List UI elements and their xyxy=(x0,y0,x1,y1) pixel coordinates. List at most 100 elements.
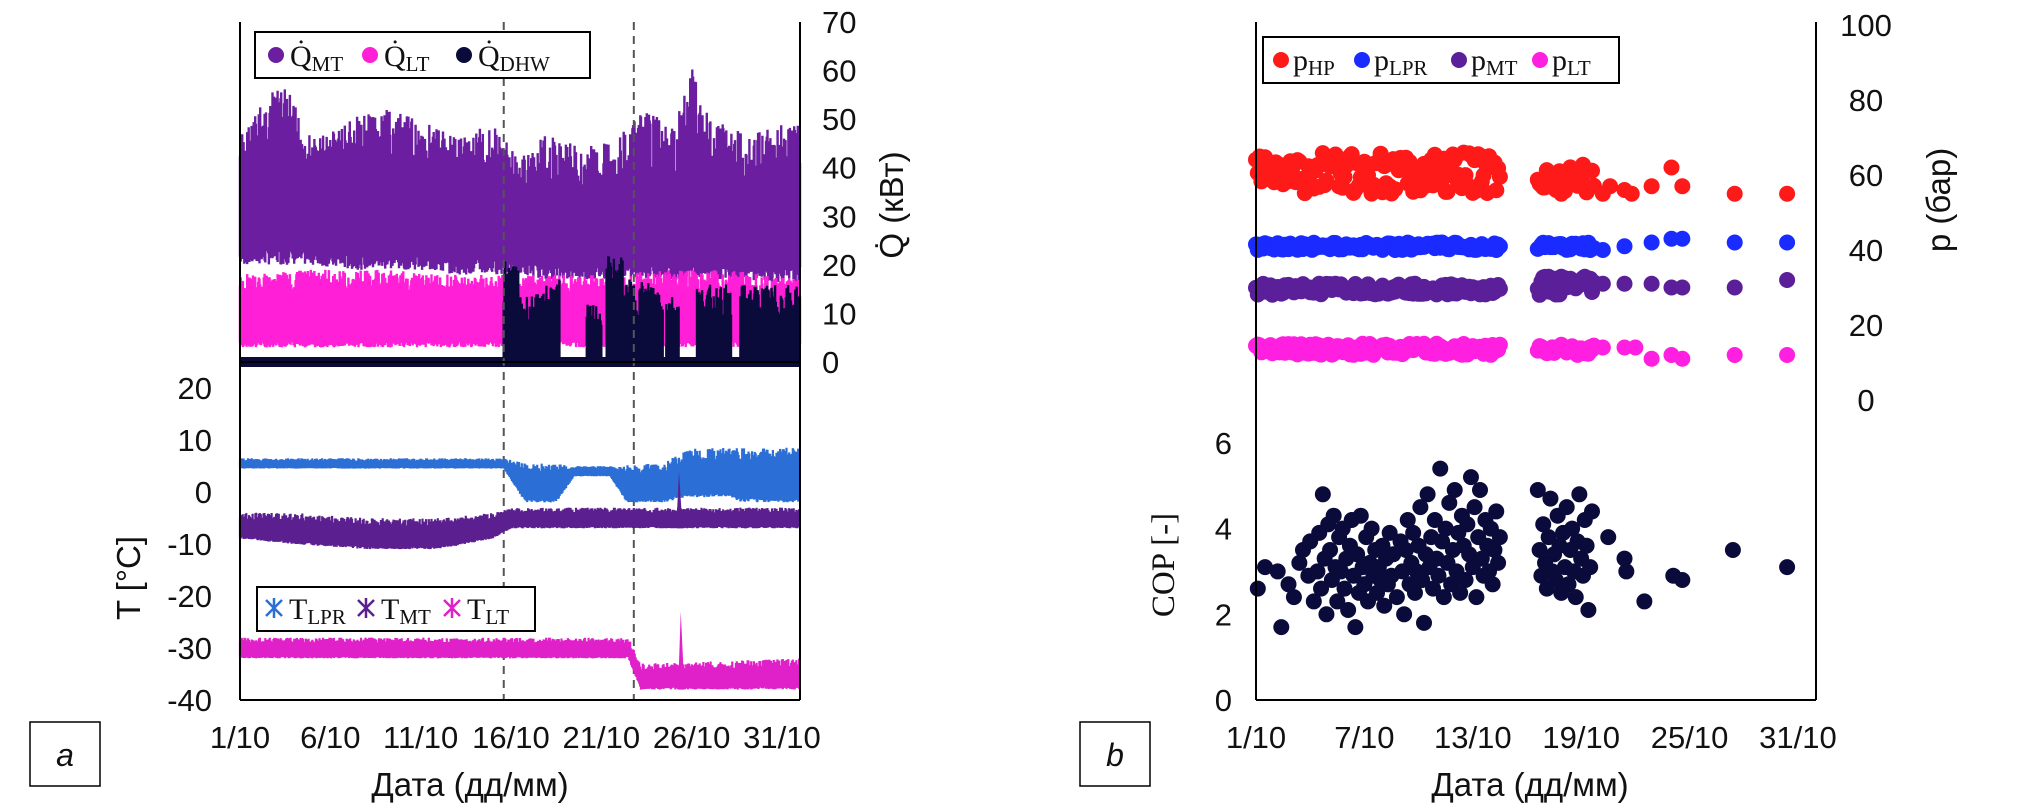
point-cop xyxy=(1724,542,1741,558)
a-bottom-y-tick-label: -40 xyxy=(167,683,212,718)
b-x-axis-title: Дата (дд/мм) xyxy=(1431,766,1628,803)
panel-b-label-text: b xyxy=(1106,737,1124,773)
point-cop xyxy=(1374,537,1391,554)
legend-label-qmt: Q̇MT xyxy=(290,39,343,76)
point-cop xyxy=(1426,512,1443,528)
point-cop xyxy=(1291,554,1308,571)
point-plpr xyxy=(1726,234,1743,251)
point-cop xyxy=(1558,499,1575,516)
a-top-legend: Q̇MT Q̇LT Q̇DHW xyxy=(254,31,591,79)
legend-label-php: pHP xyxy=(1293,44,1335,80)
legend-label-pmt: pMT xyxy=(1471,44,1518,80)
point-cop xyxy=(1547,572,1564,588)
chart-a-bottom: 20 10 0 -10 -20 -30 -40 T [°C] TLPR TMT TLT xyxy=(110,362,801,718)
series-qdhw-burst-0 xyxy=(502,261,520,362)
a-top-y-tick-label: 40 xyxy=(822,151,856,186)
point-cop xyxy=(1441,494,1458,511)
point-php xyxy=(1779,185,1796,202)
legend-marker-plpr xyxy=(1354,52,1370,68)
point-cop xyxy=(1457,572,1474,588)
point-cop xyxy=(1269,563,1286,580)
point-php xyxy=(1439,183,1456,200)
a-bottom-legend: TLPR TMT TLT xyxy=(256,586,536,632)
point-plt xyxy=(1491,336,1508,353)
point-cop xyxy=(1347,619,1364,636)
point-plpr xyxy=(1594,242,1611,258)
point-cop xyxy=(1363,520,1380,537)
series-tmt-spike-0 xyxy=(676,471,683,529)
series-tlt-band xyxy=(238,637,801,690)
point-cop xyxy=(1459,516,1476,533)
b-legend-box xyxy=(1262,36,1620,84)
a-x-tick-label: 11/10 xyxy=(383,720,458,755)
point-cop xyxy=(1616,550,1633,567)
point-cop xyxy=(1584,503,1600,520)
point-plpr xyxy=(1779,234,1796,251)
legend-label-plpr: pLPR xyxy=(1374,44,1428,80)
series-tlt-spike-0 xyxy=(678,611,685,690)
point-cop xyxy=(1490,554,1507,571)
point-cop xyxy=(1432,460,1449,477)
point-cop xyxy=(1249,580,1266,597)
point-cop xyxy=(1491,529,1508,546)
point-php xyxy=(1491,168,1508,185)
point-cop xyxy=(1531,542,1548,558)
b-right-y-tick-label: 60 xyxy=(1849,158,1883,193)
legend-marker-qlt xyxy=(362,47,378,63)
point-cop xyxy=(1674,572,1691,588)
series-qdhw-burst-8 xyxy=(739,285,801,362)
a-x-tick-label: 16/10 xyxy=(472,720,550,755)
b-x-ticks: 1/10 7/10 13/10 19/10 25/10 31/10 xyxy=(1226,720,1837,755)
point-plpr xyxy=(1674,230,1691,247)
panel-b: 0 2 4 6 0 20 40 60 80 100 1/10 7/10 13/10 19/10 25/1… xyxy=(1079,8,1957,803)
legend-marker-php xyxy=(1273,52,1289,68)
point-pmt xyxy=(1616,275,1633,292)
point-cop xyxy=(1340,602,1357,618)
b-left-y-axis-title: COP [-] xyxy=(1146,513,1182,617)
b-right-y-ticks: 0 20 40 60 80 100 xyxy=(1840,8,1892,418)
point-cop xyxy=(1472,482,1488,498)
panel-a-label-box xyxy=(29,721,101,787)
legend-marker-tlt xyxy=(443,598,461,618)
a-bottom-y-tick-label: -20 xyxy=(167,579,212,614)
point-cop xyxy=(1462,469,1479,486)
point-plpr xyxy=(1491,238,1508,255)
point-cop xyxy=(1388,589,1405,606)
a-top-y-tick-label: 0 xyxy=(822,345,839,380)
point-cop xyxy=(1314,486,1331,503)
a-top-legend-box xyxy=(254,31,591,79)
a-top-y-tick-label: 30 xyxy=(822,199,856,234)
point-cop xyxy=(1582,559,1599,576)
point-cop xyxy=(1560,576,1577,593)
point-cop xyxy=(1305,593,1322,610)
a-bottom-y-axis-title: T [°C] xyxy=(110,536,147,620)
a-x-tick-label: 31/10 xyxy=(743,720,821,755)
point-pmt xyxy=(1674,279,1691,296)
point-cop xyxy=(1257,559,1274,576)
point-plt xyxy=(1627,339,1644,356)
a-bottom-y-tick-label: 0 xyxy=(195,475,212,510)
legend-marker-tlpr xyxy=(265,598,283,618)
point-cop xyxy=(1322,542,1339,558)
b-legend: pHP pLPR pMT pLT xyxy=(1262,36,1620,84)
point-plpr xyxy=(1643,234,1660,251)
series-qdhw-burst-1 xyxy=(517,294,545,362)
point-cop xyxy=(1571,486,1588,503)
point-cop xyxy=(1435,589,1452,606)
a-top-y-tick-label: 70 xyxy=(822,5,856,40)
point-cop xyxy=(1452,584,1469,601)
series-qdhw-burst-4 xyxy=(605,256,624,362)
point-cop xyxy=(1535,516,1552,533)
point-cop xyxy=(1406,584,1423,601)
point-plt xyxy=(1726,347,1743,363)
a-bottom-plot-area xyxy=(238,447,801,690)
point-plt xyxy=(1643,350,1660,367)
point-cop xyxy=(1618,563,1635,580)
series-tlpr-band xyxy=(238,447,801,503)
point-plpr xyxy=(1616,238,1633,255)
point-cop xyxy=(1412,499,1429,516)
point-cop xyxy=(1473,550,1490,567)
a-bottom-y-tick-label: -30 xyxy=(167,631,212,666)
b-left-y-tick-label: 0 xyxy=(1215,683,1232,718)
